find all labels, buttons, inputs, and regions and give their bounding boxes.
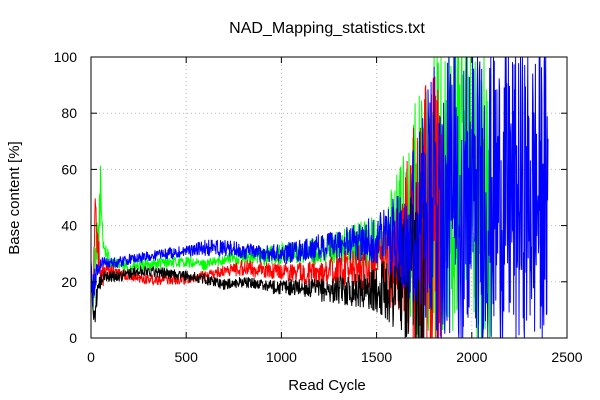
series-line-2: [91, 76, 444, 338]
axis-ticks: 0 500 1000 1500 2000 2500 0 20 40 60 80 100: [54, 49, 583, 365]
y-tick-label: 100: [54, 49, 78, 65]
y-axis-label: Base content [%]: [6, 141, 23, 254]
x-tick-label: 1000: [266, 349, 297, 365]
series-group: [91, 57, 549, 338]
x-tick-label: 500: [175, 349, 199, 365]
series-line-4: [91, 57, 549, 338]
y-tick-label: 80: [61, 105, 77, 121]
x-tick-label: 2000: [456, 349, 487, 365]
x-tick-label: 1500: [361, 349, 392, 365]
x-tick-label: 2500: [551, 349, 582, 365]
plot-frame: [90, 56, 568, 339]
y-tick-label: 60: [61, 161, 77, 177]
x-tick-label: 0: [87, 349, 95, 365]
x-axis-label: Read Cycle: [288, 377, 366, 394]
y-tick-label: 0: [69, 330, 77, 346]
chart-title: NAD_Mapping_statistics.txt: [229, 20, 425, 37]
series-line-3: [91, 172, 425, 338]
y-tick-label: 40: [61, 218, 77, 234]
y-tick-label: 20: [61, 274, 77, 290]
